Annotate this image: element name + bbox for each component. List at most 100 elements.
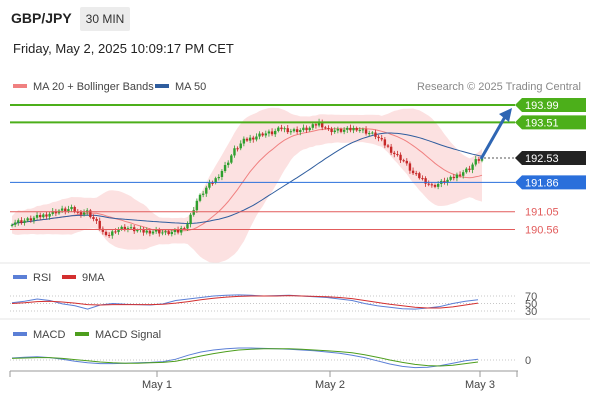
candle-body bbox=[311, 124, 314, 128]
candle-body bbox=[421, 178, 424, 180]
macd-signal-legend-label: MACD Signal bbox=[95, 329, 161, 341]
candle-body bbox=[82, 212, 86, 215]
candle-body bbox=[248, 137, 252, 141]
candle-body bbox=[148, 230, 152, 234]
candle-body bbox=[264, 133, 267, 136]
candle-body bbox=[48, 213, 51, 217]
candle-body bbox=[465, 168, 468, 173]
candle-body bbox=[427, 183, 430, 185]
candle-body bbox=[261, 133, 264, 136]
candle-body bbox=[274, 130, 277, 135]
candle-body bbox=[361, 129, 365, 131]
candle-body bbox=[380, 138, 383, 140]
level-label: 191.05 bbox=[525, 207, 559, 219]
candle-body bbox=[277, 127, 280, 131]
candle-body bbox=[239, 143, 242, 149]
candle-body bbox=[317, 121, 321, 126]
candle-body bbox=[151, 231, 155, 234]
level-label: 193.51 bbox=[525, 117, 559, 129]
candle-body bbox=[230, 155, 233, 163]
candle-body bbox=[51, 211, 54, 214]
candle-body bbox=[299, 130, 302, 133]
candle-body bbox=[396, 154, 399, 156]
timeframe-button[interactable]: 30 MIN bbox=[80, 7, 130, 31]
candle-body bbox=[324, 127, 327, 129]
candle-body bbox=[189, 214, 192, 225]
macd-legend-label: MACD bbox=[33, 329, 65, 341]
candle-body bbox=[17, 220, 20, 223]
candle-body bbox=[176, 229, 180, 233]
candle-body bbox=[349, 127, 352, 131]
osc-tick-label: 0 bbox=[525, 355, 531, 367]
candle-body bbox=[355, 127, 358, 131]
candle-body bbox=[330, 128, 333, 133]
rsi-9ma-legend-label: 9MA bbox=[82, 272, 105, 284]
candle-body bbox=[339, 129, 343, 132]
candle-body bbox=[120, 226, 123, 230]
candle-body bbox=[142, 228, 145, 233]
candle-body bbox=[32, 217, 36, 221]
candle-body bbox=[23, 220, 26, 223]
candle-body bbox=[474, 159, 477, 165]
candle-body bbox=[76, 211, 79, 213]
candle-body bbox=[170, 231, 173, 235]
ma20-legend-swatch bbox=[13, 84, 27, 88]
level-label: 190.56 bbox=[525, 225, 559, 237]
candle-body bbox=[458, 174, 462, 176]
level-label: 192.53 bbox=[525, 153, 559, 165]
rsi-9ma-legend-swatch bbox=[62, 275, 76, 279]
candle-body bbox=[39, 215, 42, 218]
candle-body bbox=[217, 176, 220, 179]
candle-body bbox=[462, 172, 465, 176]
candle-body bbox=[308, 127, 311, 131]
candle-body bbox=[364, 129, 368, 134]
candle-body bbox=[292, 129, 296, 132]
candle-body bbox=[198, 194, 202, 201]
osc-tick-label: 50 bbox=[525, 299, 537, 311]
candle-body bbox=[477, 159, 481, 161]
candle-body bbox=[136, 230, 139, 232]
candle-body bbox=[92, 217, 95, 219]
candle-body bbox=[302, 127, 305, 131]
candle-body bbox=[305, 127, 308, 131]
candle-body bbox=[126, 228, 130, 230]
x-axis-label: May 2 bbox=[315, 379, 345, 391]
candle-body bbox=[358, 129, 361, 131]
timestamp-label: Friday, May 2, 2025 10:09:17 PM CET bbox=[13, 41, 234, 56]
candle-body bbox=[468, 168, 471, 170]
candle-body bbox=[60, 208, 64, 211]
candle-body bbox=[436, 183, 440, 187]
candle-body bbox=[283, 128, 286, 130]
ma50-legend-label: MA 50 bbox=[175, 81, 206, 93]
candle-body bbox=[211, 182, 214, 184]
symbol-label: GBP/JPY bbox=[11, 10, 72, 26]
candle-body bbox=[173, 229, 177, 232]
osc-signal-line bbox=[11, 295, 479, 309]
candle-body bbox=[452, 176, 455, 179]
candle-body bbox=[374, 132, 377, 137]
candle-body bbox=[371, 132, 374, 134]
candle-body bbox=[314, 124, 318, 126]
bollinger-band bbox=[12, 107, 482, 263]
candle-body bbox=[79, 211, 83, 215]
candle-body bbox=[389, 146, 393, 153]
candle-body bbox=[145, 230, 148, 233]
level-label: 193.99 bbox=[525, 100, 559, 112]
rsi-legend-label: RSI bbox=[33, 272, 51, 284]
candle-body bbox=[123, 226, 126, 230]
candle-body bbox=[346, 127, 349, 130]
osc-tick-label: 70 bbox=[525, 291, 537, 303]
candle-body bbox=[104, 231, 108, 235]
candle-body bbox=[95, 218, 98, 221]
candle-body bbox=[227, 162, 230, 166]
candle-body bbox=[415, 173, 418, 175]
candle-body bbox=[399, 154, 402, 161]
candle-body bbox=[433, 184, 437, 187]
candle-body bbox=[352, 127, 355, 131]
candle-body bbox=[67, 209, 70, 212]
level-label: 191.86 bbox=[525, 177, 559, 189]
candle-body bbox=[295, 129, 299, 133]
candle-body bbox=[321, 121, 324, 128]
projection-arrow-head bbox=[499, 108, 512, 122]
